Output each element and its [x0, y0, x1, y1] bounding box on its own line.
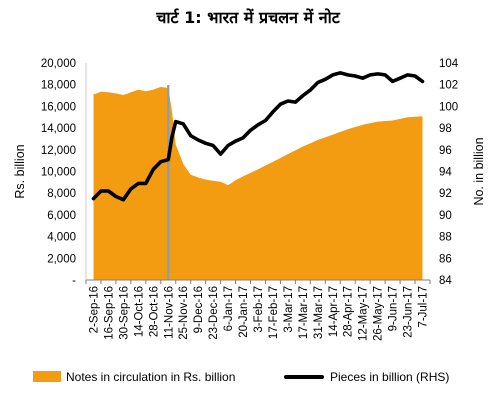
- y-right-tick-label: 100: [439, 101, 458, 113]
- x-tick-label: 11-Nov-16: [163, 286, 175, 339]
- x-tick-label: 26-May-17: [373, 286, 385, 341]
- area-layer: [93, 86, 423, 281]
- y-right-axis-title: No. in billion: [472, 137, 486, 205]
- y-right-tick-label: 90: [439, 210, 452, 222]
- x-tick-label: 30-Sep-16: [118, 286, 130, 340]
- y-left-tick-label: -: [72, 275, 76, 287]
- legend-swatch-notes: [33, 371, 61, 382]
- x-tick-label: 7-Jul-17: [418, 286, 430, 328]
- x-tick-label: 12-May-17: [358, 286, 370, 341]
- x-tick-label: 9-Jun-17: [388, 286, 400, 331]
- legend-layer: Notes in circulation in Rs. billion Piece…: [33, 370, 449, 384]
- y-left-tick-label: 16,000: [41, 101, 76, 113]
- y-left-tick-label: 8,000: [47, 188, 76, 200]
- y-left-tick-label: 2,000: [47, 253, 76, 265]
- axis-layer: - 2,000 4,000 6,000 8,000 10,000 12,000 14,000 1…: [13, 58, 486, 341]
- legend-label-pieces: Pieces in billion (RHS): [330, 370, 449, 384]
- y-right-tick-label: 102: [439, 80, 458, 92]
- series-area-notes-value: [93, 86, 423, 281]
- y-left-tick-label: 14,000: [41, 123, 76, 135]
- x-tick-label: 9-Dec-16: [193, 286, 205, 333]
- y-right-tick-label: 98: [439, 123, 452, 135]
- x-tick-label: 28-Oct-16: [148, 286, 160, 337]
- line-layer: [91, 71, 425, 202]
- y-right-tick-label: 94: [439, 167, 452, 179]
- x-tick-label: 17-Mar-17: [298, 286, 310, 339]
- x-tick-label: 2-Sep-16: [88, 286, 100, 333]
- x-tick-label: 3-Feb-17: [253, 286, 265, 333]
- x-tick-label: 14-Apr-17: [328, 286, 340, 337]
- x-tick-label: 14-Oct-16: [133, 286, 145, 337]
- y-left-tick-label: 20,000: [41, 58, 76, 70]
- x-tick-label: 6-Jan-17: [223, 286, 235, 331]
- y-right-tick-label: 84: [439, 275, 452, 287]
- x-tick-label: 16-Sep-16: [103, 286, 115, 340]
- legend-label-notes: Notes in circulation in Rs. billion: [66, 370, 235, 384]
- series-line-pieces: [91, 71, 425, 202]
- y-left-tick-label: 18,000: [41, 80, 76, 92]
- x-tick-label: 20-Jan-17: [238, 286, 250, 338]
- y-left-tick-label: 4,000: [47, 232, 76, 244]
- chart-title: चार्ट 1: भारत में प्रचलन में नोट: [156, 8, 340, 27]
- y-left-tick-label: 12,000: [41, 145, 76, 157]
- y-right-tick-label: 92: [439, 188, 452, 200]
- x-tick-label: 31-Mar-17: [313, 286, 325, 339]
- x-tick-label: 3-Mar-17: [283, 286, 295, 333]
- x-tick-label: 17-Feb-17: [268, 286, 280, 339]
- y-right-tick-label: 104: [439, 58, 459, 70]
- y-right-tick-label: 96: [439, 145, 452, 157]
- x-tick-label: 28-Apr-17: [343, 286, 355, 337]
- x-tick-label: 25-Nov-16: [178, 286, 190, 340]
- y-right-tick-label: 86: [439, 253, 452, 265]
- y-right-tick-label: 88: [439, 232, 452, 244]
- y-left-tick-label: 6,000: [47, 210, 76, 222]
- y-left-axis-title: Rs. billion: [13, 144, 27, 198]
- x-tick-label: 23-Jun-17: [403, 286, 415, 338]
- x-tick-label: 23-Dec-16: [208, 286, 220, 340]
- y-left-tick-label: 10,000: [41, 167, 76, 179]
